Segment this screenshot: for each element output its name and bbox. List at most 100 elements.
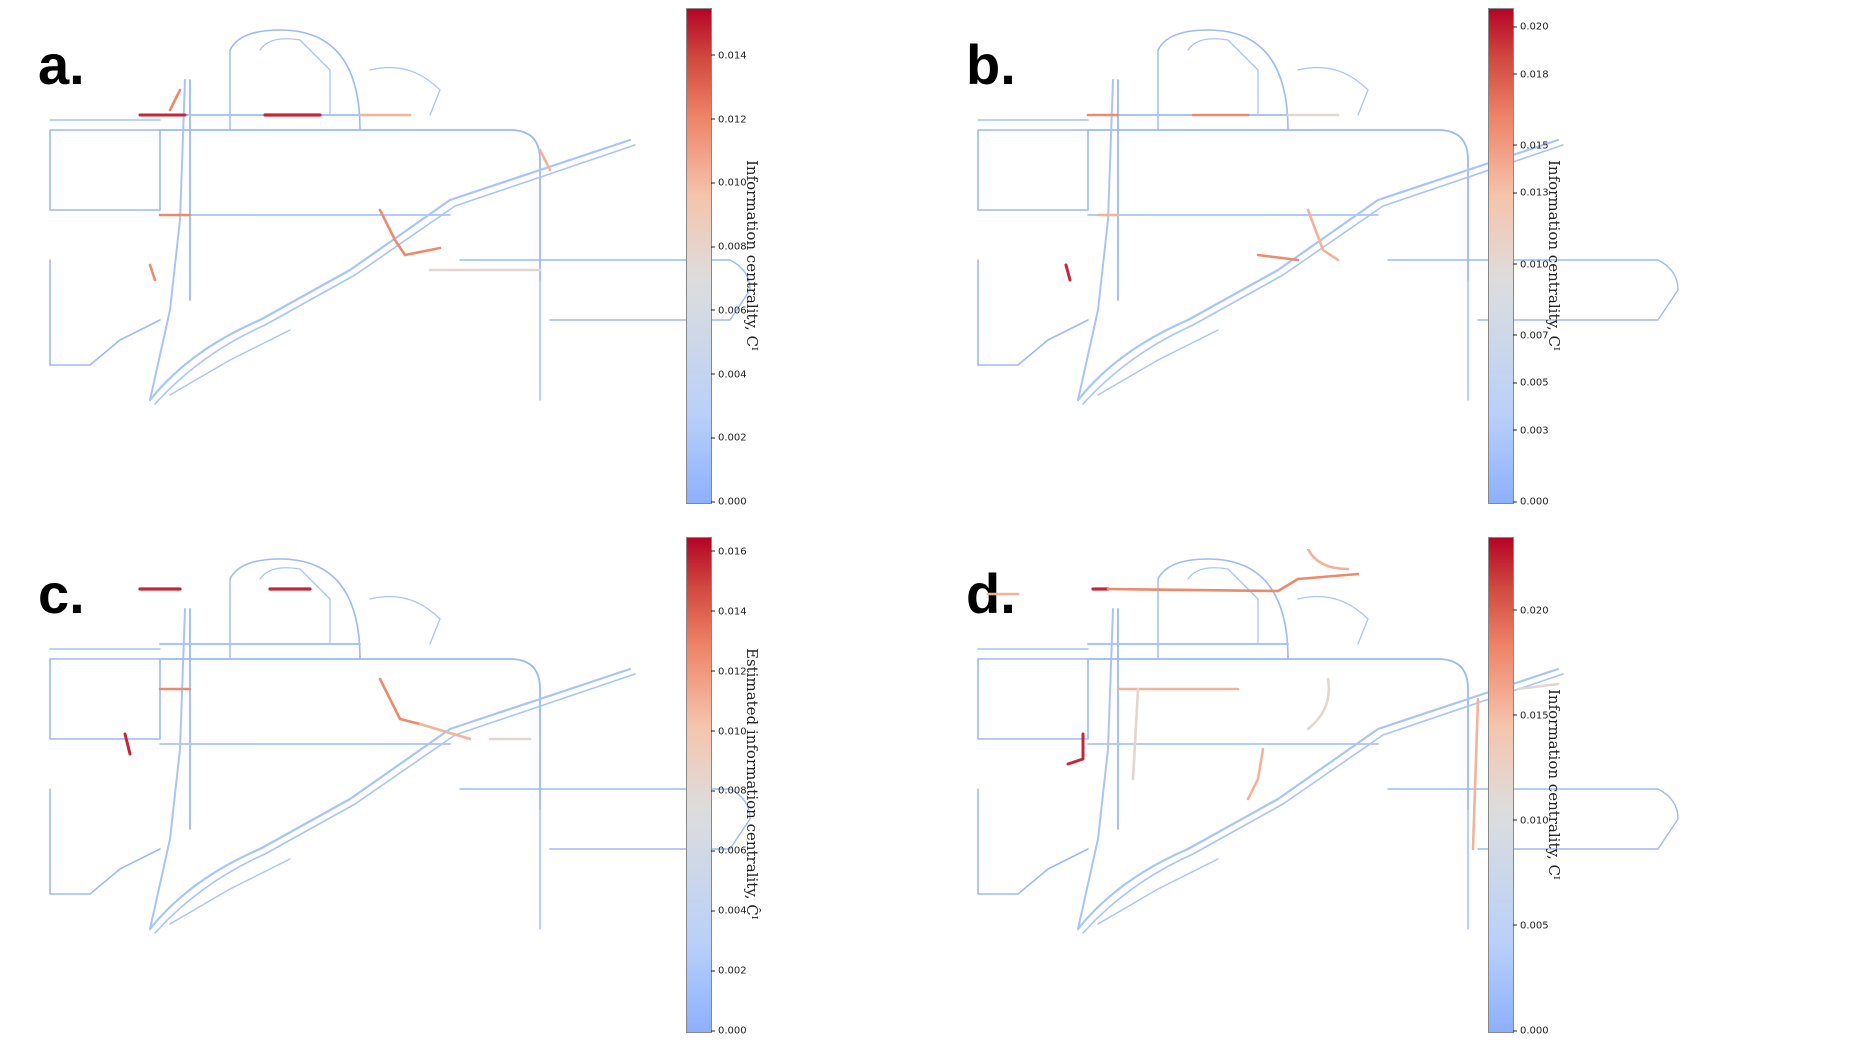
road-loop: [49, 129, 161, 211]
high-centrality-road: [1256, 253, 1300, 262]
high-centrality-road: [1306, 208, 1340, 262]
road-segment: [1157, 558, 1209, 580]
high-centrality-road: [148, 263, 157, 282]
colorbar-tick-label: 0.000: [1513, 1026, 1549, 1037]
high-centrality-road: [1306, 549, 1350, 571]
colorbar-tick-label: 0.010: [1513, 815, 1549, 826]
panel-d: d. 0.000 0.005 0.010 0.015 0.020 Information…: [928, 529, 1856, 1058]
panel-c: c. 0.000 0.002 0.004 0.006 0.008 0.010 0.012 0.…: [0, 529, 928, 1058]
colorbar-tick-label: 0.000: [1513, 497, 1549, 508]
highway: [169, 858, 291, 925]
high-centrality-road: [378, 677, 422, 726]
colorbar: [1488, 8, 1514, 504]
highway: [1077, 79, 1114, 401]
colorbar-tick-label: 0.018: [1513, 69, 1549, 80]
colorbar-ticks: 0.000 0.003 0.005 0.007 0.010 0.013 0.015 0.018…: [1513, 8, 1563, 508]
road-segment: [259, 38, 331, 116]
high-centrality-road: [1106, 587, 1280, 593]
highway: [1076, 667, 1560, 931]
colorbar-tick-label: 0.007: [1513, 330, 1549, 341]
highway: [1076, 138, 1560, 402]
road-segment: [977, 788, 1089, 895]
colorbar-tick-label: 0.015: [1513, 710, 1549, 721]
high-centrality-road: [1306, 677, 1331, 731]
highway: [154, 144, 636, 405]
colorbar-tick-label: 0.020: [1513, 605, 1549, 616]
panel-letter: a.: [38, 33, 85, 96]
colorbar-tick-label: 0.010: [711, 178, 747, 189]
colorbar-tick-label: 0.015: [1513, 140, 1549, 151]
colorbar-tick-label: 0.010: [1513, 259, 1549, 270]
panel-a: a. 0.000 0.002 0.004 0.006 0.008 0.010 0.012 0.…: [0, 0, 928, 529]
highway: [154, 673, 636, 934]
colorbar-ticks: 0.000 0.005 0.010 0.015 0.020: [1513, 537, 1563, 1036]
high-centrality-road: [1471, 697, 1480, 851]
road-segment: [259, 567, 331, 645]
colorbar-tick-label: 0.005: [1513, 920, 1549, 931]
road-segment: [229, 29, 281, 51]
colorbar-tick-label: 0.020: [1513, 22, 1549, 33]
high-centrality-road: [1064, 263, 1072, 282]
high-centrality-road: [538, 148, 552, 172]
road-segment: [369, 595, 441, 645]
high-centrality-road: [1066, 732, 1085, 766]
colorbar-tick-label: 0.006: [711, 846, 747, 857]
colorbar-tick-label: 0.005: [1513, 378, 1549, 389]
colorbar-tick-label: 0.002: [711, 966, 747, 977]
road-segment: [1387, 788, 1679, 850]
road-loop: [49, 658, 161, 740]
colorbar-ticks: 0.000 0.002 0.004 0.006 0.008 0.010 0.012 0.014…: [711, 537, 761, 1036]
road-segment: [977, 259, 1089, 366]
highway: [1082, 144, 1564, 405]
road-segment: [159, 129, 541, 281]
colorbar-label: Information centrality, Cᴵ: [743, 159, 761, 351]
road-segment: [459, 259, 751, 321]
colorbar-tick-label: 0.014: [711, 606, 747, 617]
high-centrality-road: [1276, 572, 1360, 593]
high-centrality-road: [403, 246, 442, 257]
highway: [169, 329, 291, 396]
highway: [1097, 329, 1219, 396]
colorbar-tick-label: 0.004: [711, 369, 747, 380]
high-centrality-road: [418, 722, 472, 741]
road-segment: [1207, 558, 1289, 660]
road-segment: [1187, 38, 1259, 116]
colorbar-tick-label: 0.016: [711, 546, 747, 557]
road-segment: [49, 788, 161, 895]
road-segment: [279, 558, 361, 660]
colorbar-tick-label: 0.012: [711, 666, 747, 677]
colorbar-tick-label: 0.012: [711, 114, 747, 125]
road-segment: [1087, 658, 1469, 810]
high-centrality-road: [1516, 682, 1560, 691]
colorbar-tick-label: 0.008: [711, 786, 747, 797]
highway: [149, 79, 186, 401]
road-network-map: [958, 20, 1679, 405]
highway: [149, 608, 186, 930]
highway: [1082, 673, 1564, 934]
colorbar-tick-label: 0.010: [711, 726, 747, 737]
high-centrality-road: [1246, 747, 1265, 801]
road-segment: [1387, 259, 1679, 321]
high-centrality-road: [123, 732, 132, 756]
road-network-map: [30, 20, 751, 405]
colorbar-tick-label: 0.002: [711, 433, 747, 444]
road-segment: [1297, 66, 1369, 116]
colorbar-tick-label: 0.000: [711, 1026, 747, 1037]
road-segment: [159, 658, 541, 810]
high-centrality-road: [1131, 687, 1140, 781]
colorbar-tick-label: 0.004: [711, 906, 747, 917]
colorbar-tick-label: 0.014: [711, 50, 747, 61]
road-segment: [1187, 567, 1259, 645]
panel-b: b. 0.000 0.003 0.005 0.007 0.010 0.013 0.015 0.…: [928, 0, 1856, 529]
colorbar-tick-label: 0.008: [711, 242, 747, 253]
road-loop: [977, 658, 1089, 740]
road-loop: [977, 129, 1089, 211]
highway: [148, 667, 632, 931]
road-segment: [1207, 29, 1289, 131]
colorbar: [1488, 537, 1514, 1033]
colorbar-tick-label: 0.013: [1513, 188, 1549, 199]
colorbar: [686, 537, 712, 1033]
colorbar-label: Estimated information centrality, Ĉᴵ: [743, 648, 761, 920]
colorbar-tick-label: 0.003: [1513, 425, 1549, 436]
colorbar-ticks: 0.000 0.002 0.004 0.006 0.008 0.010 0.012 0.014: [711, 8, 761, 507]
